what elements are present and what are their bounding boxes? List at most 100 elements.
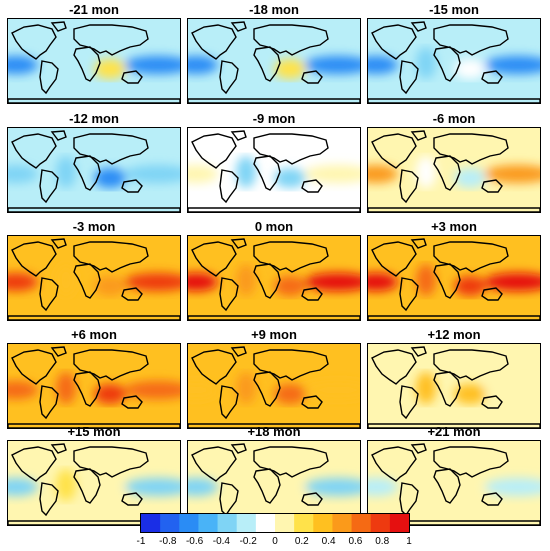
region-tropical-pacific (188, 478, 218, 496)
coastline-australia (481, 70, 503, 84)
region-tropical-pacific (8, 165, 38, 183)
coastline-africa (73, 371, 101, 407)
anomaly-regions (8, 47, 180, 79)
colorbar-segment (141, 514, 161, 532)
coastline-antarctica (368, 207, 540, 212)
colorbar-gradient (141, 514, 409, 532)
anomaly-regions (188, 264, 360, 296)
map-panel: -12 mon (7, 111, 181, 213)
region-tropical-pacific (484, 165, 540, 183)
colorbar-tick-label: -0.6 (185, 536, 204, 547)
coastline-greenland (50, 443, 67, 454)
coastline-greenland (230, 346, 247, 357)
region-tropical-pacific (188, 165, 218, 183)
coastline-greenland (410, 346, 427, 357)
anomaly-regions (8, 156, 180, 188)
anomaly-regions (368, 47, 540, 79)
coastline-south-america (219, 385, 239, 420)
coastline-north-america (371, 24, 417, 60)
coastline-europe-asia (433, 24, 509, 56)
panel-title: -12 mon (69, 111, 119, 126)
coastline-antarctica (8, 315, 180, 320)
coastline-north-america (371, 349, 417, 385)
correlation-field (8, 441, 180, 525)
region-indian-ocean (94, 276, 126, 296)
world-map (367, 127, 541, 213)
coastline-north-america (11, 24, 57, 60)
world-map (187, 127, 361, 213)
map-panel: +21 mon (367, 424, 541, 526)
coastline-australia (481, 179, 503, 193)
panel-title: +6 mon (71, 327, 117, 342)
correlation-field (368, 344, 540, 428)
coastline-australia (301, 179, 323, 193)
coastline-north-america (11, 349, 57, 385)
correlation-field (8, 344, 180, 428)
region-atlantic (56, 469, 76, 501)
region-tropical-pacific (484, 56, 540, 74)
coastline-africa (253, 371, 281, 407)
coastline-north-america (371, 241, 417, 277)
region-tropical-pacific (368, 478, 398, 496)
world-map (7, 127, 181, 213)
region-indian-ocean (94, 481, 126, 501)
correlation-field (188, 441, 360, 525)
coastline-antarctica (8, 423, 180, 428)
coastline-africa (73, 155, 101, 191)
coastlines (8, 346, 180, 428)
region-atlantic (56, 264, 76, 296)
colorbar-tick-label: 0.6 (348, 536, 363, 547)
coastline-north-america (191, 446, 237, 482)
panel-title: +18 mon (247, 424, 301, 439)
coastline-antarctica (8, 520, 180, 525)
coastline-north-america (371, 446, 417, 482)
anomaly-regions (188, 469, 360, 501)
coastlines (188, 21, 360, 103)
coastline-australia (121, 287, 143, 301)
world-map (187, 343, 361, 429)
region-tropical-pacific (304, 381, 360, 399)
region-tropical-pacific (484, 381, 540, 399)
colorbar-segment (217, 514, 238, 532)
coastline-south-america (219, 482, 239, 517)
coastlines (188, 238, 360, 320)
region-atlantic (236, 264, 256, 296)
map-panel: -6 mon (367, 111, 541, 213)
panel-title: +15 mon (67, 424, 121, 439)
colorbar-segment (255, 514, 276, 532)
coastline-europe-asia (253, 349, 329, 381)
anomaly-regions (368, 156, 540, 188)
world-map (187, 18, 361, 104)
coastline-south-america (399, 169, 419, 204)
world-map (7, 440, 181, 526)
coastline-europe-asia (73, 241, 149, 273)
panel-title: 0 mon (254, 219, 294, 234)
coastline-australia (121, 70, 143, 84)
coastline-north-america (11, 446, 57, 482)
panel-title: +3 mon (431, 219, 477, 234)
coastline-antarctica (368, 315, 540, 320)
panel-title: -21 mon (69, 2, 119, 17)
region-indian-ocean (274, 481, 306, 501)
region-atlantic (56, 372, 76, 404)
coastline-greenland (410, 130, 427, 141)
colorbar-tick-label: 0.4 (321, 536, 336, 547)
coastline-africa (253, 155, 281, 191)
region-tropical-pacific (304, 478, 360, 496)
region-tropical-pacific (124, 56, 180, 74)
correlation-field (368, 19, 540, 103)
coastline-antarctica (188, 423, 360, 428)
coastline-antarctica (368, 423, 540, 428)
map-panel: -9 mon (187, 111, 361, 213)
colorbar-tick-label: -1 (136, 536, 146, 547)
colorbar-segment (351, 514, 372, 532)
coastline-australia (301, 395, 323, 409)
region-tropical-pacific (484, 478, 540, 496)
region-tropical-pacific (368, 56, 398, 74)
coastline-antarctica (368, 98, 540, 103)
colorbar-segment (160, 514, 180, 532)
coastline-greenland (230, 443, 247, 454)
region-indian-ocean (274, 384, 306, 404)
coastline-south-america (399, 385, 419, 420)
coastlines (368, 443, 540, 525)
